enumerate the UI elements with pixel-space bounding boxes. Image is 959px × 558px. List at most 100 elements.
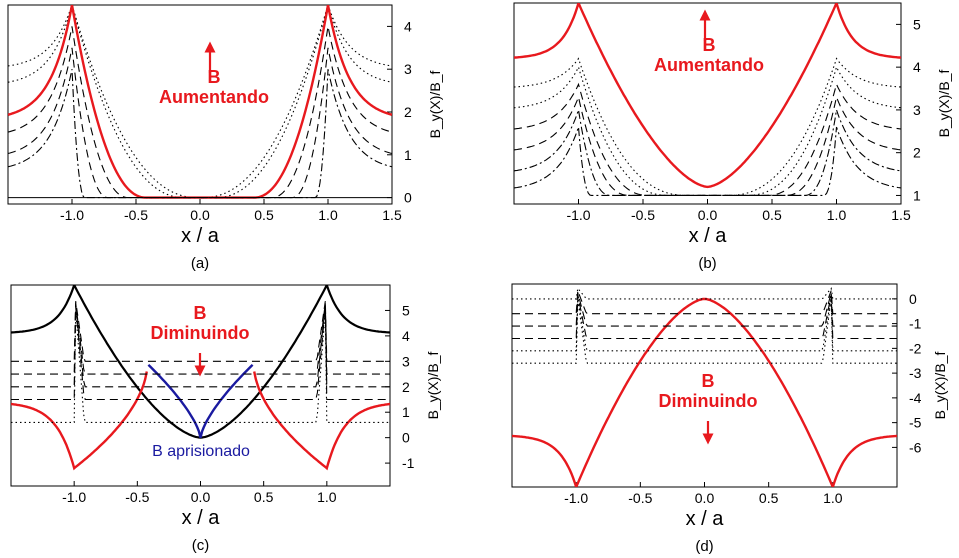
series-line	[11, 305, 390, 388]
series-line	[8, 69, 392, 199]
annotation-text: B	[194, 303, 207, 323]
series-line	[512, 294, 897, 340]
panel-caption: (b)	[698, 255, 716, 272]
series-line	[514, 109, 901, 196]
y-tick-label: 0	[909, 291, 917, 307]
series-line	[11, 310, 390, 423]
plot-frame	[513, 2, 902, 205]
plot-area	[8, 5, 392, 199]
y-axis-label: B_y(X)/B_f	[425, 352, 441, 420]
x-tick-label: -0.5	[124, 207, 148, 223]
y-tick-label: -2	[909, 340, 922, 356]
x-tick-label: 0.5	[759, 490, 779, 506]
x-tick-label: 1.0	[827, 207, 847, 223]
x-tick-label: -1.0	[60, 207, 84, 223]
x-tick-label: 1.0	[823, 490, 843, 506]
series-line	[514, 82, 901, 196]
annotation-text: B	[702, 371, 715, 391]
series-line	[512, 297, 897, 487]
annotation-text: Diminuindo	[151, 323, 250, 343]
y-tick-label: 3	[913, 102, 921, 118]
annotation-text: B	[703, 35, 716, 55]
y-tick-label: 1	[402, 404, 410, 420]
x-tick-label: 1.5	[382, 207, 402, 223]
y-tick-label: 0	[402, 430, 410, 446]
annotation-text: Aumentando	[159, 87, 269, 107]
annotation-text: B	[208, 67, 221, 87]
annotation-text: Diminuindo	[659, 391, 758, 411]
plot-area	[512, 287, 897, 487]
x-tick-label: 0.5	[762, 207, 782, 223]
x-tick-label: -1.0	[62, 489, 86, 505]
y-axis-label: B_y(X)/B_f	[936, 70, 952, 138]
y-tick-label: -3	[909, 365, 922, 381]
y-tick-label: 5	[402, 302, 410, 318]
series-line	[514, 65, 901, 196]
panel-caption: (d)	[695, 538, 713, 555]
y-tick-label: 3	[402, 353, 410, 369]
y-axis-label: B_y(X)/B_f	[932, 352, 948, 420]
series-line	[514, 3, 901, 189]
x-tick-label: 0.0	[190, 207, 210, 223]
x-axis-label: x / a	[689, 225, 728, 247]
y-tick-label: -1	[402, 455, 415, 471]
series-line	[512, 296, 897, 352]
x-tick-label: -0.5	[628, 490, 652, 506]
x-tick-label: -0.5	[631, 207, 655, 223]
y-tick-label: 4	[404, 18, 412, 34]
x-tick-label: 0.5	[254, 207, 274, 223]
y-tick-label: 0	[404, 190, 412, 206]
x-tick-label: 1.0	[317, 489, 337, 505]
x-tick-label: 0.5	[254, 489, 274, 505]
series-line	[512, 292, 897, 327]
x-tick-label: 1.0	[318, 207, 338, 223]
series-line	[514, 95, 901, 196]
x-tick-label: 0.0	[695, 490, 715, 506]
panel-c: -1.0 -0.5 0.0 0.5 1.0 -1 0 1 2 3 4 5 x / a B_y(X)/B_f…	[10, 284, 441, 554]
y-tick-label: -1	[909, 316, 922, 332]
x-axis-label: x / a	[181, 225, 220, 247]
series-line	[11, 307, 390, 401]
y-tick-label: -6	[909, 439, 922, 455]
y-tick-label: 3	[404, 61, 412, 77]
x-tick-label: 0.0	[698, 207, 718, 223]
series-line	[514, 126, 901, 196]
y-tick-label: 5	[913, 16, 921, 32]
x-tick-label: 1.5	[891, 207, 911, 223]
y-tick-label: 2	[404, 104, 412, 120]
y-tick-label: 4	[913, 59, 921, 75]
panel-d: -1.0 -0.5 0.0 0.5 1.0 0 -1 -2 -3 -4 -5 -6 x / a B_y(X…	[511, 283, 948, 555]
panel-a: -1.0 -0.5 0.0 0.5 1.0 1.50 1 2 3 4 x / a B_y(X)/B_f…	[7, 4, 443, 272]
y-tick-label: 4	[402, 328, 410, 344]
panel-caption: (c)	[192, 537, 210, 554]
series-line	[512, 290, 897, 315]
series-line	[512, 298, 897, 364]
x-tick-label: 0.0	[191, 489, 211, 505]
series-line	[147, 363, 254, 438]
x-tick-label: -1.0	[564, 490, 588, 506]
series-line	[512, 287, 897, 300]
panel-b: -1.0 -0.5 0.0 0.5 1.0 1.51 2 3 4 5 x / a B_y(X)/B_f…	[513, 2, 952, 272]
plot-area	[514, 3, 901, 196]
annotation-text: Aumentando	[654, 55, 764, 75]
trapped-label: B aprisionado	[152, 443, 250, 460]
x-axis-label: x / a	[182, 507, 221, 529]
y-tick-label: 1	[404, 147, 412, 163]
series-line	[514, 57, 901, 196]
y-tick-label: -4	[909, 390, 922, 406]
x-tick-label: -0.5	[125, 489, 149, 505]
x-tick-label: -1.0	[566, 207, 590, 223]
panel-caption: (a)	[191, 255, 209, 272]
y-tick-label: 1	[913, 187, 921, 203]
x-axis-label: x / a	[686, 508, 725, 530]
y-tick-label: 2	[913, 145, 921, 161]
series-line	[11, 371, 390, 471]
y-tick-label: 2	[402, 379, 410, 395]
series-line	[8, 26, 392, 199]
y-tick-label: -5	[909, 415, 922, 431]
